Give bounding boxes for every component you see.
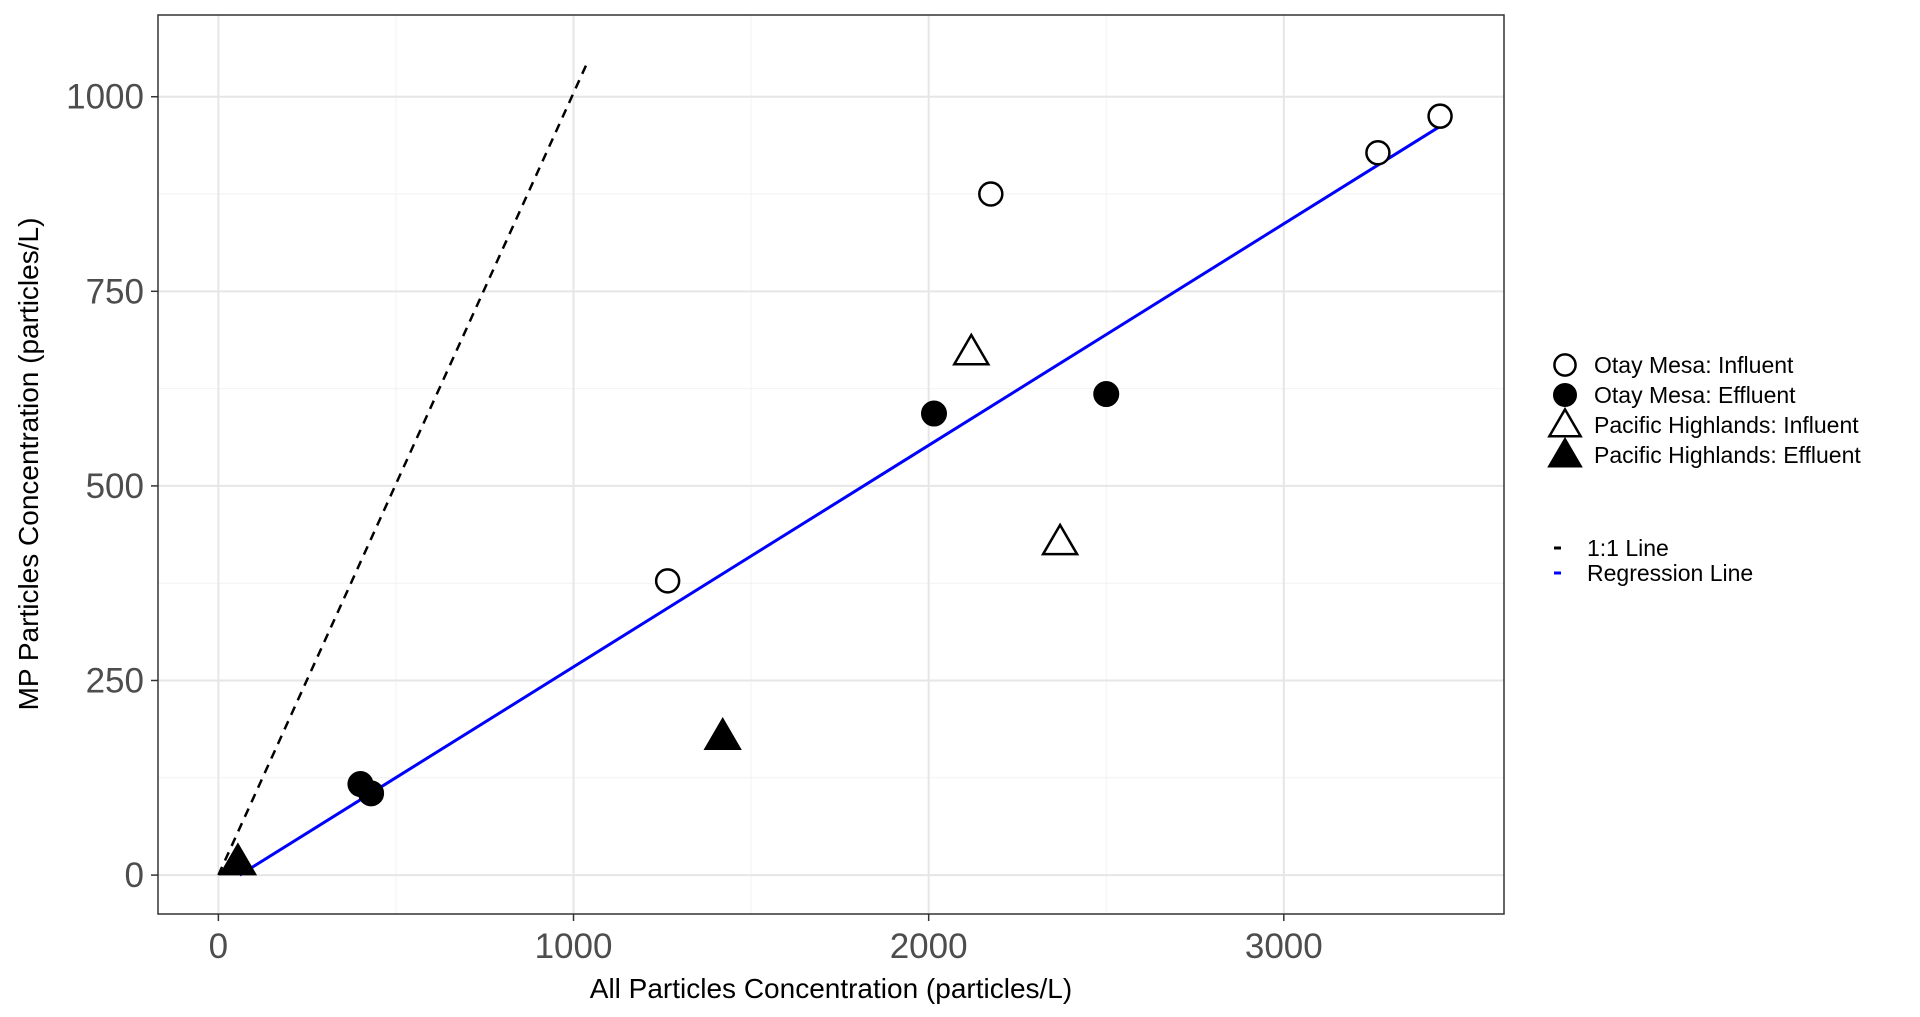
y-tick-label: 1000	[66, 78, 144, 117]
grid-lines	[158, 15, 1504, 914]
legend-label: Pacific Highlands: Influent	[1594, 412, 1859, 438]
plot-panel-border	[157, 14, 1505, 915]
regression-line	[238, 125, 1441, 877]
y-tick-label: 750	[86, 272, 144, 311]
x-axis-title: All Particles Concentration (particles/L…	[590, 973, 1072, 1004]
x-tick-label: 0	[209, 927, 228, 966]
legend-key-marker	[1553, 353, 1577, 377]
data-point	[218, 842, 258, 876]
legend-label: Otay Mesa: Influent	[1594, 352, 1794, 378]
x-tick-label: 2000	[890, 927, 968, 966]
legend-key-marker	[1553, 383, 1577, 407]
axis-ticks: 0 1000 2000 3000 0 250 500 750 1000	[66, 78, 1323, 966]
y-tick-label: 250	[86, 661, 144, 700]
legend-label: Otay Mesa: Effluent	[1594, 382, 1796, 408]
y-tick-label: 500	[86, 467, 144, 506]
data-point	[1365, 140, 1391, 166]
legend-key-marker	[1547, 406, 1583, 438]
data-points	[218, 103, 1453, 876]
legend-label: Pacific Highlands: Effluent	[1594, 442, 1861, 468]
one-to-one-line	[217, 65, 588, 876]
data-point	[358, 780, 385, 807]
x-tick-label: 3000	[1245, 927, 1323, 966]
x-tick-label: 1000	[535, 927, 613, 966]
data-point	[703, 717, 742, 751]
legend-label: Regression Line	[1587, 560, 1753, 586]
data-point	[1427, 103, 1453, 129]
y-tick-label: 0	[125, 856, 144, 895]
legend-key-marker	[1547, 436, 1583, 468]
data-point	[1093, 381, 1120, 408]
data-point	[654, 568, 681, 594]
legend: Otay Mesa: Influent Otay Mesa: Effluent Pa…	[1547, 352, 1861, 586]
data-point	[978, 181, 1004, 207]
legend-label: 1:1 Line	[1587, 535, 1669, 561]
y-axis-title: MP Particles Concentration (particles/L)	[13, 218, 44, 711]
reference-lines	[217, 65, 1441, 877]
data-point	[920, 400, 947, 427]
data-point	[1040, 522, 1080, 556]
data-point	[952, 332, 991, 366]
